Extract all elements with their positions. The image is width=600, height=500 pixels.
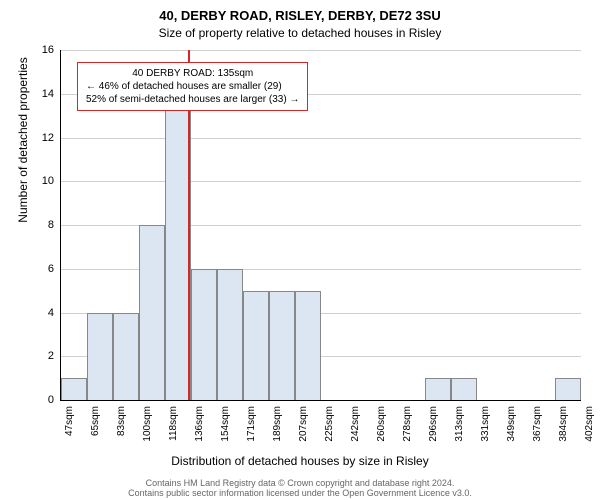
chart-container: 40, DERBY ROAD, RISLEY, DERBY, DE72 3SU …: [0, 0, 600, 500]
x-tick-label: 349sqm: [506, 406, 517, 456]
x-tick-label: 65sqm: [90, 406, 101, 456]
histogram-bar: [425, 378, 451, 400]
histogram-bar: [165, 94, 191, 400]
histogram-bar: [451, 378, 477, 400]
gridline: [61, 50, 581, 51]
y-tick-label: 6: [24, 263, 54, 275]
histogram-bar: [113, 313, 139, 401]
x-tick-label: 136sqm: [194, 406, 205, 456]
chart-title-sub: Size of property relative to detached ho…: [0, 26, 600, 40]
annotation-line1: 40 DERBY ROAD: 135sqm: [86, 67, 299, 80]
gridline: [61, 138, 581, 139]
footer-line-1: Contains HM Land Registry data © Crown c…: [0, 478, 600, 488]
x-tick-label: 154sqm: [220, 406, 231, 456]
x-tick-label: 225sqm: [324, 406, 335, 456]
x-tick-label: 47sqm: [64, 406, 75, 456]
y-tick-label: 10: [24, 175, 54, 187]
x-axis-label: Distribution of detached houses by size …: [0, 454, 600, 468]
y-tick-label: 0: [24, 394, 54, 406]
y-tick-label: 8: [24, 219, 54, 231]
x-tick-label: 260sqm: [376, 406, 387, 456]
histogram-bar: [243, 291, 269, 400]
y-tick-label: 16: [24, 44, 54, 56]
y-tick-label: 12: [24, 132, 54, 144]
x-tick-label: 331sqm: [480, 406, 491, 456]
histogram-bar: [61, 378, 87, 400]
y-tick-label: 4: [24, 307, 54, 319]
histogram-bar: [555, 378, 581, 400]
x-tick-label: 367sqm: [532, 406, 543, 456]
y-tick-label: 14: [24, 88, 54, 100]
x-tick-label: 118sqm: [168, 406, 179, 456]
histogram-bar: [139, 225, 165, 400]
annotation-line2: ← 46% of detached houses are smaller (29…: [86, 80, 299, 93]
plot-area: 40 DERBY ROAD: 135sqm← 46% of detached h…: [60, 50, 581, 401]
x-tick-label: 207sqm: [298, 406, 309, 456]
histogram-bar: [295, 291, 321, 400]
x-tick-label: 83sqm: [116, 406, 127, 456]
x-tick-label: 296sqm: [428, 406, 439, 456]
x-tick-label: 242sqm: [350, 406, 361, 456]
histogram-bar: [269, 291, 295, 400]
annotation-box: 40 DERBY ROAD: 135sqm← 46% of detached h…: [77, 62, 308, 111]
gridline: [61, 181, 581, 182]
x-tick-label: 189sqm: [272, 406, 283, 456]
x-tick-label: 171sqm: [246, 406, 257, 456]
annotation-line3: 52% of semi-detached houses are larger (…: [86, 93, 299, 106]
histogram-bar: [217, 269, 243, 400]
x-tick-label: 402sqm: [584, 406, 595, 456]
x-tick-label: 313sqm: [454, 406, 465, 456]
x-tick-label: 384sqm: [558, 406, 569, 456]
x-tick-label: 278sqm: [402, 406, 413, 456]
footer-line-2: Contains public sector information licen…: [0, 488, 600, 498]
x-tick-label: 100sqm: [142, 406, 153, 456]
histogram-bar: [87, 313, 113, 401]
chart-footer: Contains HM Land Registry data © Crown c…: [0, 478, 600, 498]
y-tick-label: 2: [24, 350, 54, 362]
chart-title-main: 40, DERBY ROAD, RISLEY, DERBY, DE72 3SU: [0, 8, 600, 23]
histogram-bar: [191, 269, 217, 400]
